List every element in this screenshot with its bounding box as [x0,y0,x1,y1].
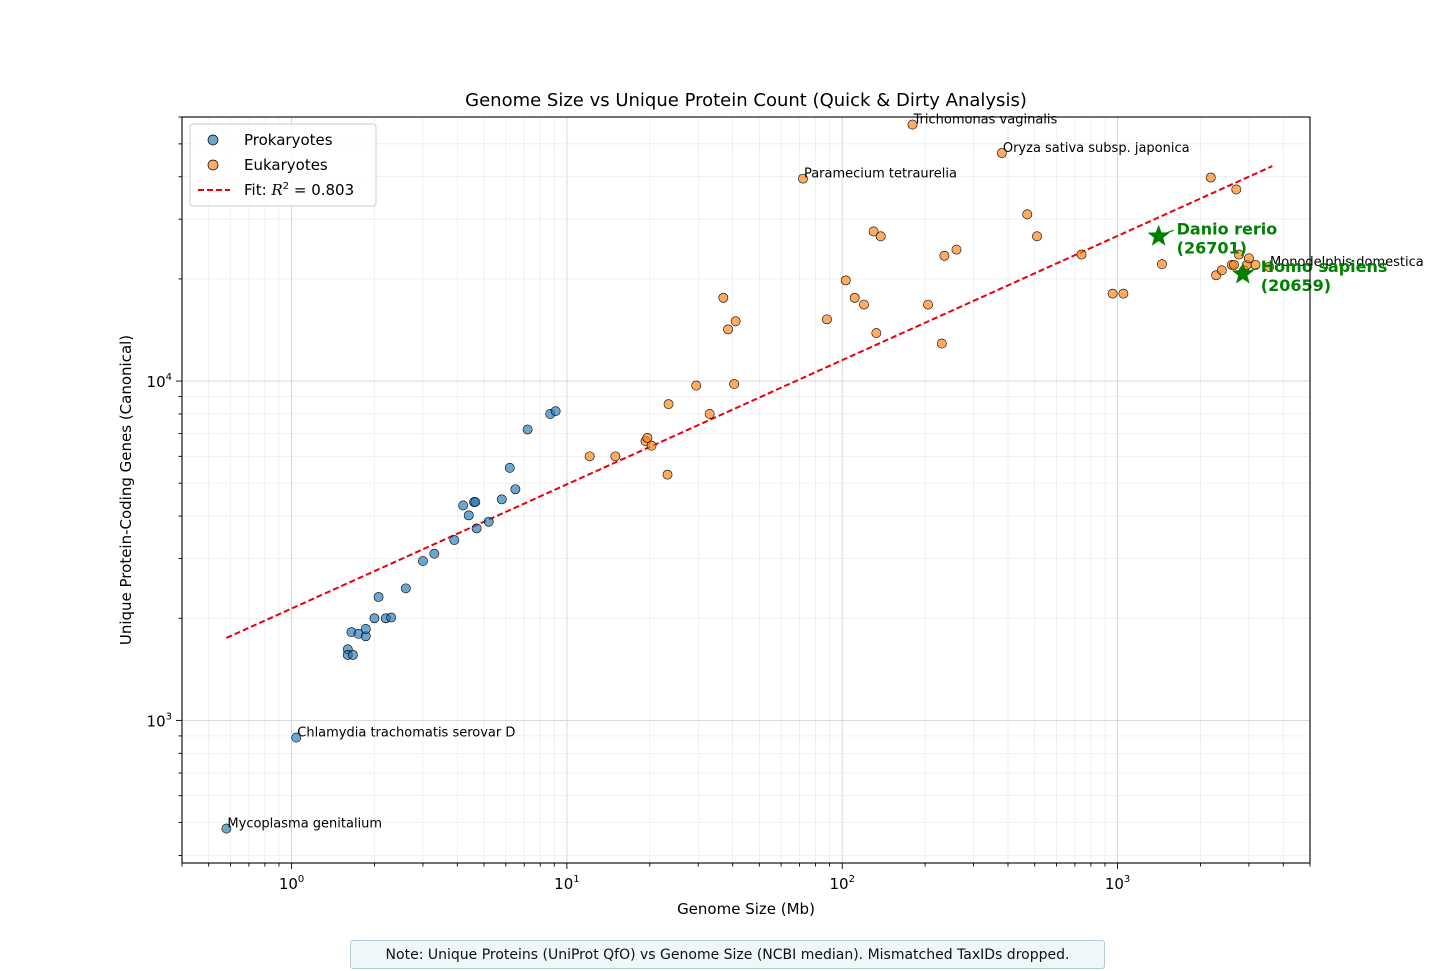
highlight-name: Homo sapiens [1261,257,1388,276]
legend: Prokaryotes Eukaryotes Fit: R2 = 0.803 [189,123,377,207]
eukaryote-point [840,275,851,286]
eukaryote-point [723,324,733,335]
eukaryote-point [1157,259,1167,270]
prokaryote-point [510,484,521,495]
y-tick-label: 104 [147,372,172,391]
prokaryote-point [550,406,561,417]
highlight-value: (26701) [1177,238,1247,257]
highlight-name: Danio rerio [1177,219,1278,238]
annotation-label: Trichomonas vaginalis [913,113,1058,128]
prokaryote-point [369,613,380,624]
eukaryote-point [584,451,595,462]
eukaryote-point [642,432,653,443]
prokaryote-point [221,823,232,834]
eukaryote-point [1216,265,1227,276]
eukaryote-point [951,244,962,255]
legend-fit-label: Fit: R2 = 0.803 [244,181,354,199]
prokaryote-point [400,583,411,594]
fit-line-layer [226,165,1273,639]
prokaryote-point [496,494,507,505]
data-points [221,119,1274,834]
x-tick-label: 103 [1105,874,1130,893]
prokaryote-point [483,516,494,527]
eukaryote-point [1229,259,1239,270]
prokaryote-point [504,462,515,473]
y-tick-label: 103 [147,711,172,730]
highlight-leader [1162,229,1174,235]
plot-frame [181,116,1311,864]
eukaryote-point [691,380,702,391]
fit-line [226,165,1273,639]
highlight-value: (20659) [1261,276,1331,295]
highlight-leader [1246,267,1259,273]
eukaryote-point [704,409,715,419]
prokaryote-point [386,612,397,623]
eukaryote-point [663,399,674,410]
eukaryote-point [849,292,860,303]
legend-frame [189,123,377,207]
eukaryote-point [1205,172,1216,183]
eukaryote-point [610,451,621,462]
prokaryote-point [463,510,474,521]
eukaryote-point [1032,231,1042,242]
prokaryote-point [449,535,460,545]
annotation-label: Chlamydia trachomatis serovar D [297,726,515,741]
annotation-label: Monodelphis domestica [1270,255,1424,270]
prokaryote-point [347,649,358,660]
eukaryote-point [996,148,1007,158]
prokaryote-point [373,592,384,602]
legend-eukaryotes-label: Eukaryotes [244,156,328,174]
eukaryote-point [646,440,657,451]
annotation-label: Paramecium tetraurelia [804,167,957,182]
eukaryote-point [939,250,950,261]
legend-eukaryotes-marker [207,159,219,171]
note-box: Note: Unique Proteins (UniProt QfO) vs G… [350,940,1105,969]
x-tick-label: 102 [829,874,854,893]
x-axis-label: Genome Size (Mb) [677,900,815,918]
x-tick-label: 101 [554,874,579,893]
annotation-label: Mycoplasma genitalium [227,817,382,832]
eukaryote-point [871,328,882,338]
eukaryote-point [923,299,933,310]
prokaryote-point [471,523,482,534]
chart-title: Genome Size vs Unique Protein Count (Qui… [465,90,1027,111]
prokaryote-point [429,548,440,559]
eukaryote-point [1022,209,1033,220]
prokaryote-point [360,624,371,634]
eukaryote-point [875,231,886,242]
prokaryote-point [418,556,428,566]
eukaryote-point [718,292,729,303]
prokaryote-point [458,500,469,511]
eukaryote-point [1244,253,1254,264]
x-tick-label: 100 [279,874,304,893]
legend-prokaryotes-label: Prokaryotes [244,131,333,149]
prokaryote-point [291,732,302,743]
eukaryote-point [1107,288,1118,299]
eukaryote-point [859,299,869,310]
eukaryote-point [1076,249,1087,260]
eukaryote-point [822,314,832,325]
eukaryote-point [662,469,673,480]
point-annotations: Trichomonas vaginalis Oryza sativa subsp.… [227,113,1423,832]
legend-prokaryotes-marker [207,134,219,146]
eukaryote-point [798,173,808,184]
prokaryote-point [470,497,481,507]
eukaryote-point [1264,261,1274,272]
axis-ticks: 100 101 102 103 103 104 [147,116,1311,893]
eukaryote-point [1234,249,1244,260]
prokaryote-point [522,424,533,435]
eukaryote-point [730,316,741,327]
note-text: Note: Unique Proteins (UniProt QfO) vs G… [385,946,1070,963]
eukaryote-point [868,226,879,237]
annotation-label: Oryza sativa subsp. japonica [1003,141,1190,156]
eukaryote-point [1250,259,1261,270]
eukaryote-point [1231,184,1242,195]
eukaryote-point [1118,288,1129,299]
y-axis-label: Unique Protein-Coding Genes (Canonical) [117,335,135,645]
eukaryote-point [936,338,947,349]
eukaryote-point [907,119,918,130]
eukaryote-point [729,379,740,389]
